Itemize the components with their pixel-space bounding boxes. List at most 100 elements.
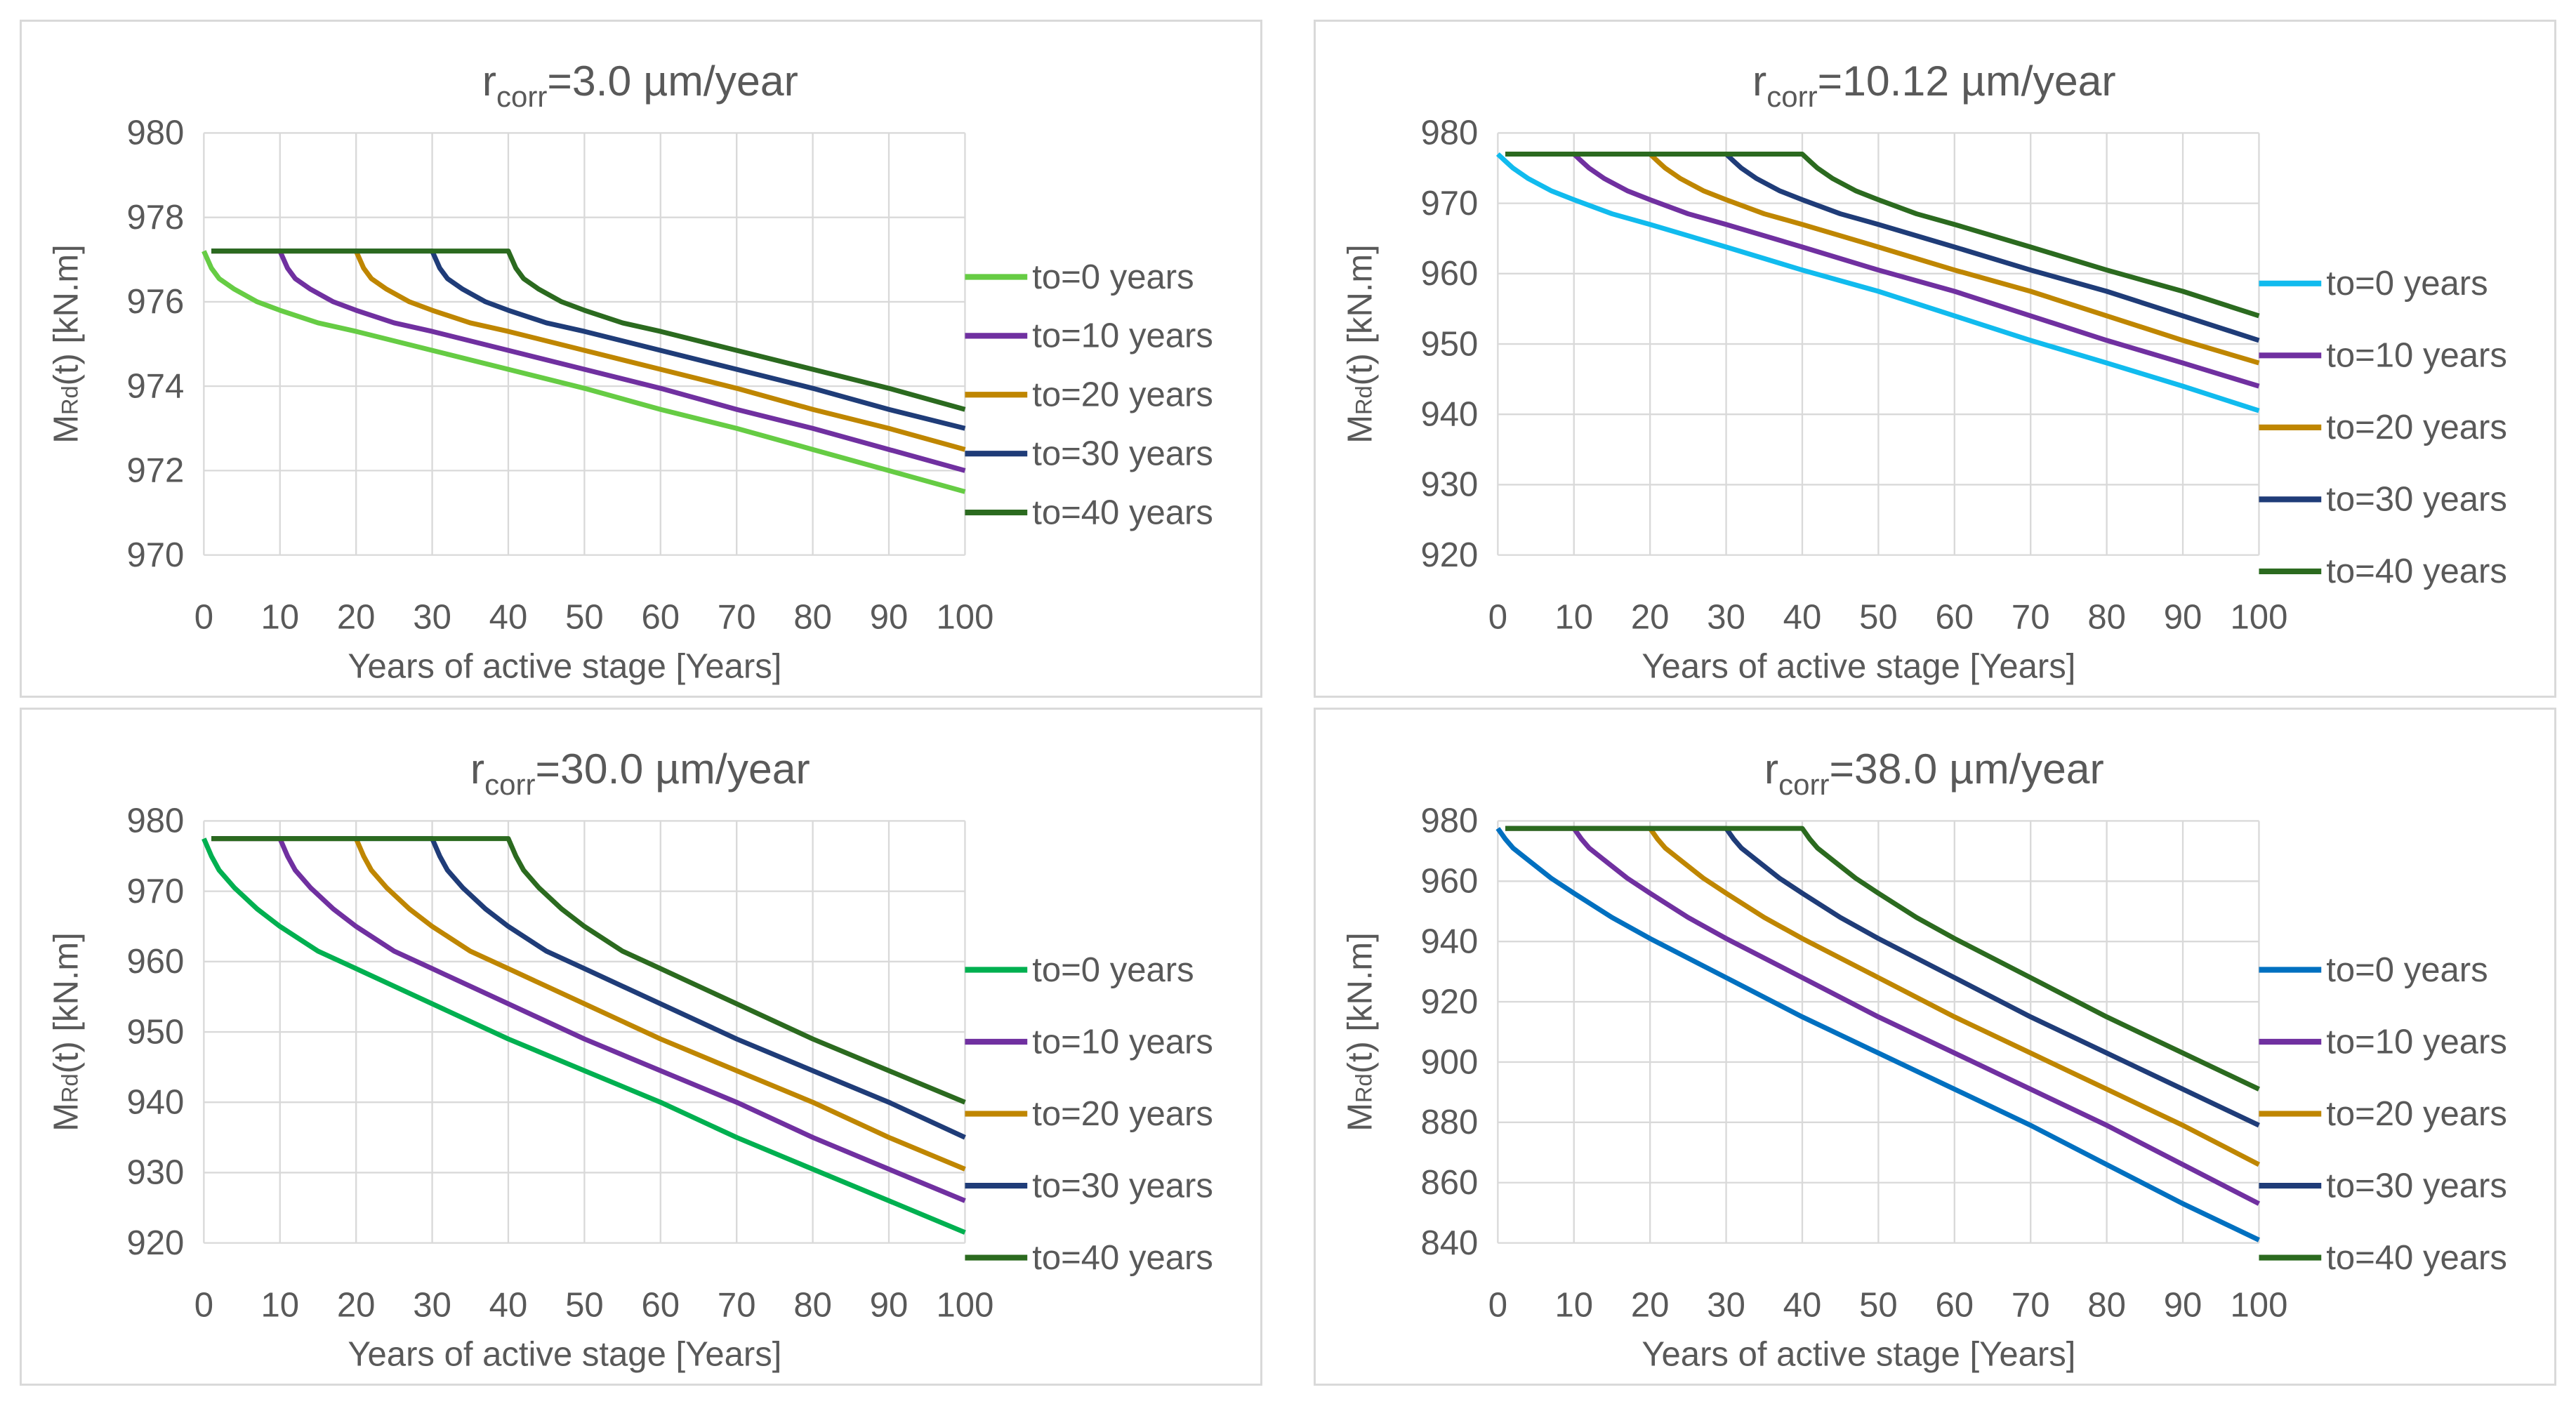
- chart-title: rcorr=38.0 µm/year: [1764, 745, 2104, 801]
- x-tick-label: 70: [718, 599, 756, 637]
- y-tick-label: 940: [1420, 396, 1478, 434]
- y-tick-label: 980: [126, 802, 184, 840]
- x-tick-label: 90: [2164, 1287, 2202, 1325]
- x-tick-label: 50: [565, 1287, 604, 1325]
- y-tick-label: 950: [1420, 325, 1478, 363]
- series-line-to-30: [1505, 152, 2260, 343]
- series-line-to-20: [1505, 826, 2261, 1167]
- x-tick-label: 0: [1488, 599, 1507, 637]
- chart-svg: rcorr=3.0 µm/year 0 10 20 30 40 50 60 70 80 90 100 9…: [47, 57, 1213, 685]
- x-tick-label: 100: [2231, 1287, 2288, 1325]
- legend-label: to=40 years: [2326, 552, 2507, 590]
- title-prefix: r: [1764, 745, 1778, 793]
- legend-label: to=10 years: [2326, 1023, 2507, 1061]
- legend-label: to=0 years: [1032, 951, 1194, 989]
- x-tick-label: 10: [1554, 599, 1593, 637]
- chart-title: rcorr=30.0 µm/year: [470, 745, 810, 801]
- y-tick-label: 930: [1420, 466, 1478, 504]
- y-tick-label: 972: [126, 452, 184, 490]
- y-tick-label: 960: [1420, 863, 1478, 901]
- title-prefix: r: [470, 745, 484, 793]
- legend-label: to=0 years: [2326, 951, 2488, 989]
- title-value: =10.12 µm/year: [1818, 57, 2116, 105]
- x-tick-label: 10: [260, 599, 299, 637]
- title-subscript: corr: [1766, 80, 1817, 113]
- x-tick-label: 60: [642, 599, 680, 637]
- x-tick-label: 30: [1707, 599, 1745, 637]
- y-label-main: M: [47, 415, 85, 444]
- series-line-to-0: [1495, 152, 2260, 413]
- y-axis-label: MRd(t) [kN.m]: [47, 244, 85, 444]
- chart-panel-rcorr-38: rcorr=38.0 µm/year 0 10 20 30 40 50 60 70 80 90 100…: [1314, 708, 2556, 1386]
- legend-label: to=20 years: [1032, 376, 1213, 414]
- x-tick-label: 60: [642, 1287, 680, 1325]
- x-axis-label: Years of active stage [Years]: [1642, 647, 2075, 685]
- legend-label: to=30 years: [2326, 1167, 2507, 1205]
- chart-svg: rcorr=10.12 µm/year 0 10 20 30 40 50 60 70 80 90 10…: [1341, 57, 2507, 685]
- y-tick-label: 978: [126, 199, 184, 237]
- x-tick-label: 20: [1631, 1287, 1670, 1325]
- series-line-to-10: [1505, 152, 2260, 389]
- y-axis-label: MRd(t) [kN.m]: [1341, 244, 1379, 444]
- x-tick-label: 100: [937, 599, 994, 637]
- y-tick-label: 960: [126, 943, 184, 981]
- x-tick-label: 10: [1554, 1287, 1593, 1325]
- x-tick-label: 40: [489, 599, 528, 637]
- x-tick-label: 30: [413, 1287, 451, 1325]
- x-tick-label: 0: [194, 1287, 213, 1325]
- series-line-to-20: [211, 249, 966, 452]
- x-tick-label: 100: [2231, 599, 2288, 637]
- x-tick-label: 90: [870, 599, 909, 637]
- x-tick-label: 60: [1936, 1287, 1974, 1325]
- chart-panel-rcorr-30: rcorr=30.0 µm/year 0 10 20 30 40 50 60 70 80 90 100…: [20, 708, 1262, 1386]
- y-label-rest: (t) [kN.m]: [1341, 932, 1379, 1073]
- y-tick-label: 940: [126, 1084, 184, 1122]
- title-subscript: corr: [484, 768, 535, 801]
- x-tick-label: 50: [1859, 599, 1898, 637]
- y-tick-label: 920: [126, 1224, 184, 1262]
- series-line-to-30: [211, 249, 966, 431]
- chart-panel-rcorr-3: rcorr=3.0 µm/year 0 10 20 30 40 50 60 70 80 90 100 9…: [20, 20, 1262, 698]
- x-tick-label: 40: [489, 1287, 528, 1325]
- legend-label: to=30 years: [1032, 1167, 1213, 1205]
- legend-label: to=40 years: [2326, 1239, 2507, 1277]
- x-tick-label: 100: [937, 1287, 994, 1325]
- series-line-to-10: [211, 836, 966, 1203]
- legend-label: to=10 years: [1032, 317, 1213, 355]
- x-tick-label: 70: [2012, 1287, 2050, 1325]
- title-prefix: r: [482, 57, 496, 105]
- y-label-main: M: [1341, 415, 1379, 444]
- series-line-to-20: [1505, 152, 2260, 366]
- y-label-sub: Rd: [56, 1073, 82, 1103]
- y-label-sub: Rd: [1350, 1073, 1376, 1103]
- x-tick-label: 40: [1783, 1287, 1822, 1325]
- y-tick-label: 970: [1420, 185, 1478, 223]
- x-tick-label: 90: [870, 1287, 909, 1325]
- x-tick-label: 30: [1707, 1287, 1745, 1325]
- x-tick-label: 60: [1936, 599, 1974, 637]
- y-label-rest: (t) [kN.m]: [47, 244, 85, 385]
- legend-label: to=0 years: [1032, 258, 1194, 296]
- legend-label: to=20 years: [2326, 409, 2507, 446]
- y-tick-label: 974: [126, 368, 184, 406]
- legend-label: to=30 years: [1032, 435, 1213, 473]
- x-tick-label: 90: [2164, 599, 2202, 637]
- y-tick-label: 980: [1420, 802, 1478, 840]
- series-line-to-20: [211, 836, 966, 1172]
- y-tick-label: 970: [126, 873, 184, 910]
- legend-label: to=40 years: [1032, 1239, 1213, 1277]
- y-axis-label: MRd(t) [kN.m]: [1341, 932, 1379, 1132]
- y-tick-label: 930: [126, 1154, 184, 1192]
- y-tick-label: 880: [1420, 1104, 1478, 1141]
- x-tick-label: 30: [413, 599, 451, 637]
- x-tick-label: 50: [565, 599, 604, 637]
- title-subscript: corr: [1778, 768, 1829, 801]
- x-tick-label: 10: [260, 1287, 299, 1325]
- legend-label: to=10 years: [1032, 1023, 1213, 1061]
- series-line-to-10: [1505, 826, 2261, 1206]
- y-tick-label: 960: [1420, 255, 1478, 293]
- x-tick-label: 20: [1631, 599, 1670, 637]
- title-subscript: corr: [496, 80, 547, 113]
- x-tick-label: 20: [337, 599, 376, 637]
- y-label-rest: (t) [kN.m]: [1341, 244, 1379, 385]
